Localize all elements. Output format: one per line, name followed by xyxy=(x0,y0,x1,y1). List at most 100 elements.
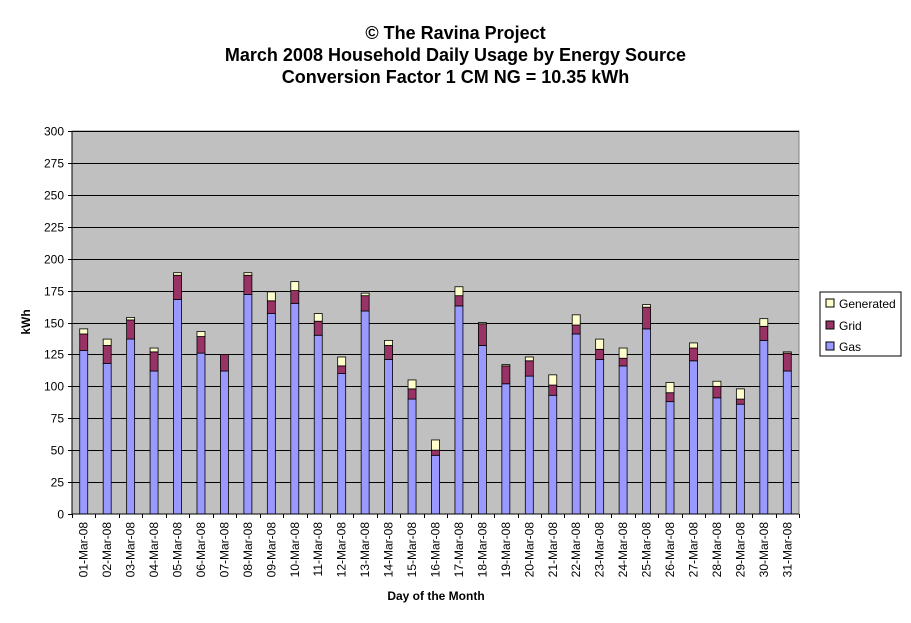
x-tick-label: 06-Mar-08 xyxy=(194,522,208,578)
chart-title-line-3: Conversion Factor 1 CM NG = 10.35 kWh xyxy=(281,67,630,87)
chart-title-line-2: March 2008 Household Daily Usage by Ener… xyxy=(224,45,687,65)
x-tick-label: 28-Mar-08 xyxy=(710,522,724,578)
bar-gas-28-Mar-08 xyxy=(712,397,722,515)
bar-grid-21-Mar-08 xyxy=(548,384,558,396)
bar-gas-22-Mar-08 xyxy=(571,333,581,515)
bar-generated-24-Mar-08 xyxy=(618,347,628,359)
bar-generated-21-Mar-08 xyxy=(548,374,558,386)
bar-gas-09-Mar-08 xyxy=(266,313,276,515)
x-tick-label: 16-Mar-08 xyxy=(429,522,443,578)
bar-generated-29-Mar-08 xyxy=(735,388,745,400)
bar-grid-31-Mar-08 xyxy=(782,352,792,372)
y-tick-label: 125 xyxy=(44,348,64,362)
bar-gas-30-Mar-08 xyxy=(759,339,769,515)
bar-grid-22-Mar-08 xyxy=(571,324,581,335)
bar-generated-22-Mar-08 xyxy=(571,314,581,326)
bar-gas-14-Mar-08 xyxy=(384,359,393,515)
bar-gas-01-Mar-08 xyxy=(79,350,89,515)
x-tick-label: 10-Mar-08 xyxy=(288,522,302,578)
x-tick-label: 14-Mar-08 xyxy=(382,522,396,578)
x-tick-label: 27-Mar-08 xyxy=(686,522,700,578)
x-tick-label: 21-Mar-08 xyxy=(546,522,560,578)
bar-generated-03-Mar-08 xyxy=(126,316,136,321)
bar-gas-20-Mar-08 xyxy=(524,375,534,515)
x-tick-label: 22-Mar-08 xyxy=(569,522,583,578)
bar-generated-01-Mar-08 xyxy=(79,328,89,335)
x-tick-label: 02-Mar-08 xyxy=(100,522,114,578)
legend-swatch-gas xyxy=(825,341,835,351)
x-tick-label: 20-Mar-08 xyxy=(522,522,536,578)
bar-generated-18-Mar-08 xyxy=(478,322,487,325)
bar-generated-16-Mar-08 xyxy=(431,439,440,451)
x-tick-label: 24-Mar-08 xyxy=(616,522,630,578)
bar-gas-03-Mar-08 xyxy=(126,338,136,515)
legend-label-gas: Gas xyxy=(839,340,861,354)
bar-grid-19-Mar-08 xyxy=(501,365,511,385)
bar-generated-05-Mar-08 xyxy=(173,272,182,276)
bar-gas-26-Mar-08 xyxy=(665,401,675,515)
y-tick-label: 50 xyxy=(51,444,65,458)
bar-grid-30-Mar-08 xyxy=(759,325,769,341)
bar-generated-19-Mar-08 xyxy=(501,364,511,367)
x-tick-label: 31-Mar-08 xyxy=(780,522,794,578)
bar-generated-04-Mar-08 xyxy=(149,347,159,353)
bar-generated-10-Mar-08 xyxy=(290,281,300,291)
x-tick-label: 13-Mar-08 xyxy=(358,522,372,578)
bar-grid-23-Mar-08 xyxy=(595,348,605,360)
bar-gas-29-Mar-08 xyxy=(735,403,745,515)
bar-grid-15-Mar-08 xyxy=(407,388,417,400)
bar-gas-05-Mar-08 xyxy=(173,299,182,515)
x-tick-label: 12-Mar-08 xyxy=(335,522,349,578)
bar-generated-30-Mar-08 xyxy=(759,318,769,327)
bar-generated-27-Mar-08 xyxy=(689,342,698,349)
bar-generated-13-Mar-08 xyxy=(360,292,370,297)
bar-gas-12-Mar-08 xyxy=(337,373,347,515)
bar-generated-15-Mar-08 xyxy=(407,379,417,390)
bar-generated-09-Mar-08 xyxy=(266,291,276,302)
chart-title-line-1: © The Ravina Project xyxy=(365,23,546,43)
bar-gas-08-Mar-08 xyxy=(243,294,253,515)
bar-gas-13-Mar-08 xyxy=(360,310,370,515)
bar-generated-28-Mar-08 xyxy=(712,380,722,387)
bar-grid-16-Mar-08 xyxy=(431,449,440,456)
bar-generated-06-Mar-08 xyxy=(196,331,206,337)
bar-generated-23-Mar-08 xyxy=(595,338,605,350)
bar-grid-27-Mar-08 xyxy=(689,347,698,362)
bar-gas-21-Mar-08 xyxy=(548,394,558,515)
bar-grid-17-Mar-08 xyxy=(454,295,464,307)
bar-grid-26-Mar-08 xyxy=(665,392,675,403)
bar-generated-25-Mar-08 xyxy=(642,304,651,308)
bar-generated-26-Mar-08 xyxy=(665,382,675,394)
bar-grid-11-Mar-08 xyxy=(313,320,323,336)
bar-gas-18-Mar-08 xyxy=(478,345,487,515)
bar-gas-11-Mar-08 xyxy=(313,334,323,515)
x-tick-label: 19-Mar-08 xyxy=(499,522,513,578)
bar-generated-20-Mar-08 xyxy=(524,356,534,362)
bar-grid-03-Mar-08 xyxy=(126,319,136,340)
bar-gas-23-Mar-08 xyxy=(595,359,605,515)
x-tick-label: 18-Mar-08 xyxy=(475,522,489,578)
bar-generated-14-Mar-08 xyxy=(384,339,393,346)
bar-grid-05-Mar-08 xyxy=(173,274,182,300)
bar-grid-18-Mar-08 xyxy=(478,323,487,346)
bar-gas-25-Mar-08 xyxy=(642,328,651,515)
x-tick-label: 17-Mar-08 xyxy=(452,522,466,578)
bar-grid-02-Mar-08 xyxy=(102,345,112,364)
x-axis: 01-Mar-08 02-Mar-08 03-Mar-08 04-Mar-08 05-M… xyxy=(72,513,800,578)
bar-grid-09-Mar-08 xyxy=(266,300,276,314)
y-axis-title: kWh xyxy=(19,309,33,334)
bar-grid-06-Mar-08 xyxy=(196,336,206,354)
y-tick-label: 300 xyxy=(44,125,64,139)
bar-grid-29-Mar-08 xyxy=(735,398,745,405)
bar-gas-07-Mar-08 xyxy=(220,370,229,515)
bar-gas-16-Mar-08 xyxy=(431,454,440,515)
x-tick-label: 30-Mar-08 xyxy=(757,522,771,578)
bar-gas-06-Mar-08 xyxy=(196,352,206,515)
chart-title: © The Ravina Project March 2008 Househol… xyxy=(0,22,911,88)
bar-generated-17-Mar-08 xyxy=(454,286,464,297)
bar-grid-14-Mar-08 xyxy=(384,345,393,360)
x-tick-label: 23-Mar-08 xyxy=(593,522,607,578)
y-tick-label: 150 xyxy=(44,317,64,331)
bar-gas-15-Mar-08 xyxy=(407,398,417,515)
